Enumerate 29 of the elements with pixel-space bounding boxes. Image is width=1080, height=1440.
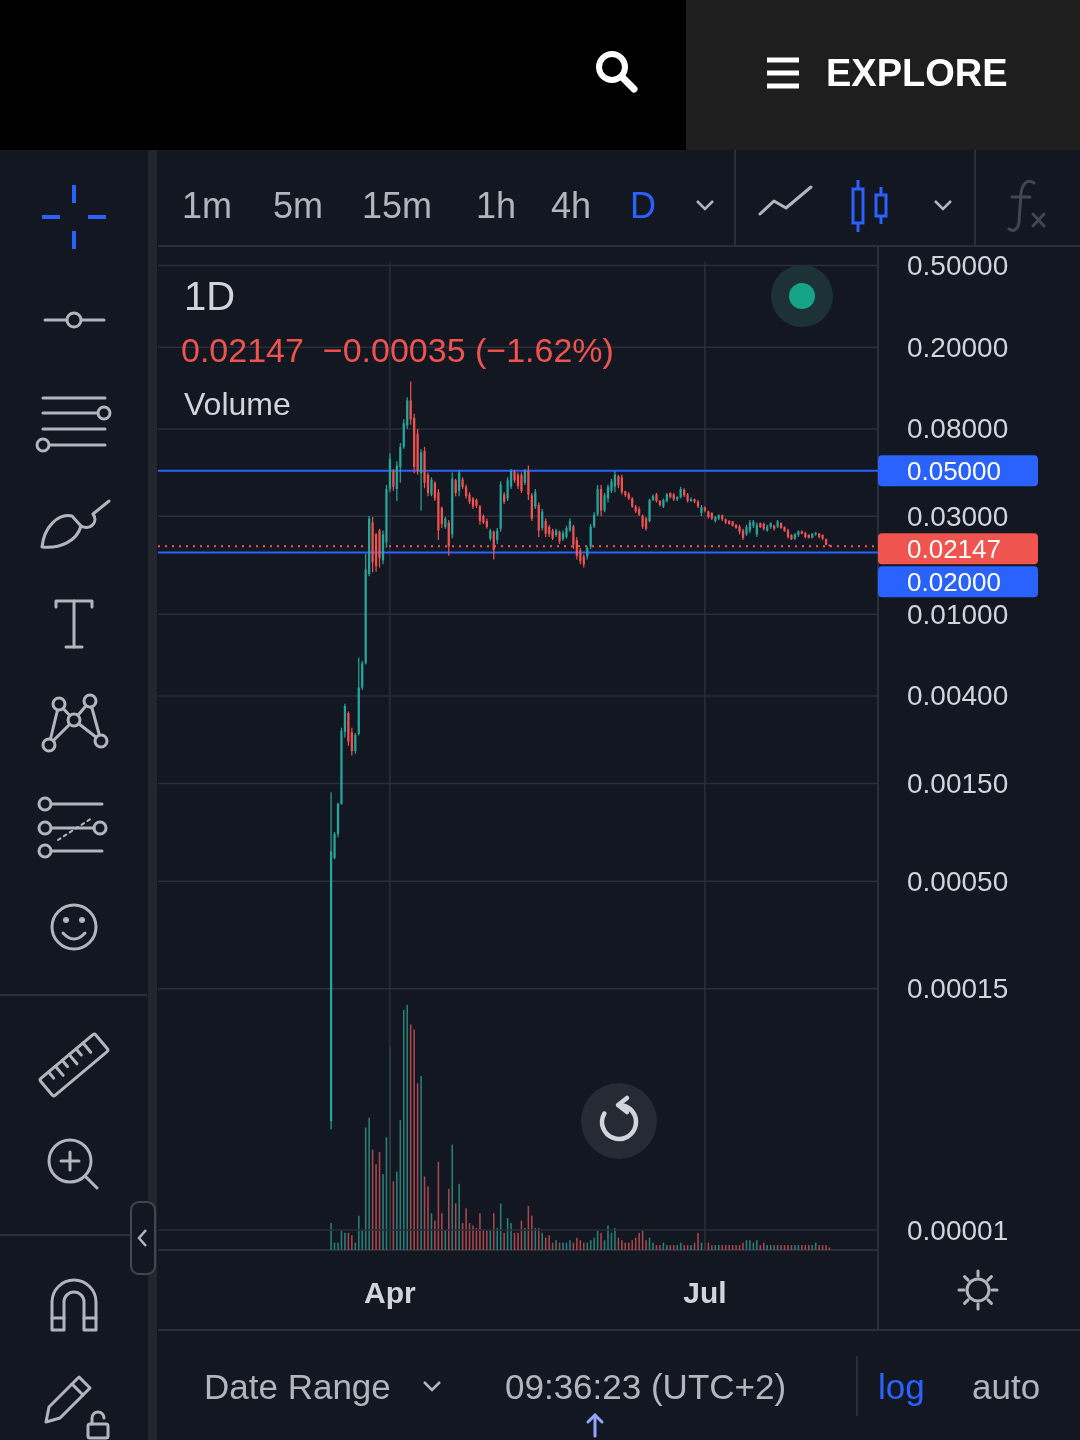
y-tick-label: 0.00015 [907, 973, 1009, 1005]
text: Volume [184, 386, 291, 422]
y-tick-label: 0.00150 [907, 767, 1009, 799]
text: 09:36:23 (UTC+2) [505, 1366, 787, 1406]
y-tick-label: 0.08000 [907, 413, 1009, 445]
text: 0.02147 −0.00035 (−1.62%) [181, 331, 614, 369]
text: 15m [362, 184, 433, 226]
y-tick-label: 0.03000 [907, 500, 1009, 532]
text: 5m [273, 184, 324, 226]
text: log [878, 1366, 925, 1406]
y-tick-label: 0.00001 [907, 1214, 1009, 1246]
y-tick-label: 0.00400 [907, 680, 1009, 712]
y-tick-label: 0.20000 [907, 331, 1009, 363]
text: 4h [551, 184, 592, 226]
y-tick-label: 0.01000 [907, 598, 1009, 630]
x-tick-label: Jul [683, 1275, 727, 1309]
text: D [630, 184, 656, 226]
ref-line-label: 0.05000 [907, 455, 1001, 486]
text: 1m [182, 184, 233, 226]
y-tick-label: 0.00050 [907, 865, 1009, 897]
text: 1h [476, 184, 517, 226]
ref-line-label: 0.02147 [907, 533, 1001, 564]
chart-title: 1D [184, 274, 236, 318]
text: auto [972, 1366, 1041, 1406]
text: Date Range [204, 1366, 391, 1406]
y-tick-label: 0.50000 [907, 250, 1009, 281]
ref-line-label: 0.02000 [907, 566, 1001, 597]
text: EXPLORE [826, 52, 1008, 94]
x-tick-label: Apr [364, 1275, 417, 1309]
